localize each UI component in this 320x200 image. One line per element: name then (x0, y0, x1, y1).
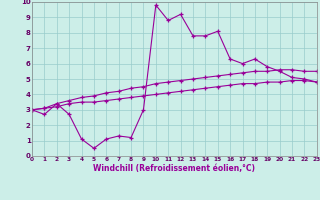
X-axis label: Windchill (Refroidissement éolien,°C): Windchill (Refroidissement éolien,°C) (93, 164, 255, 173)
